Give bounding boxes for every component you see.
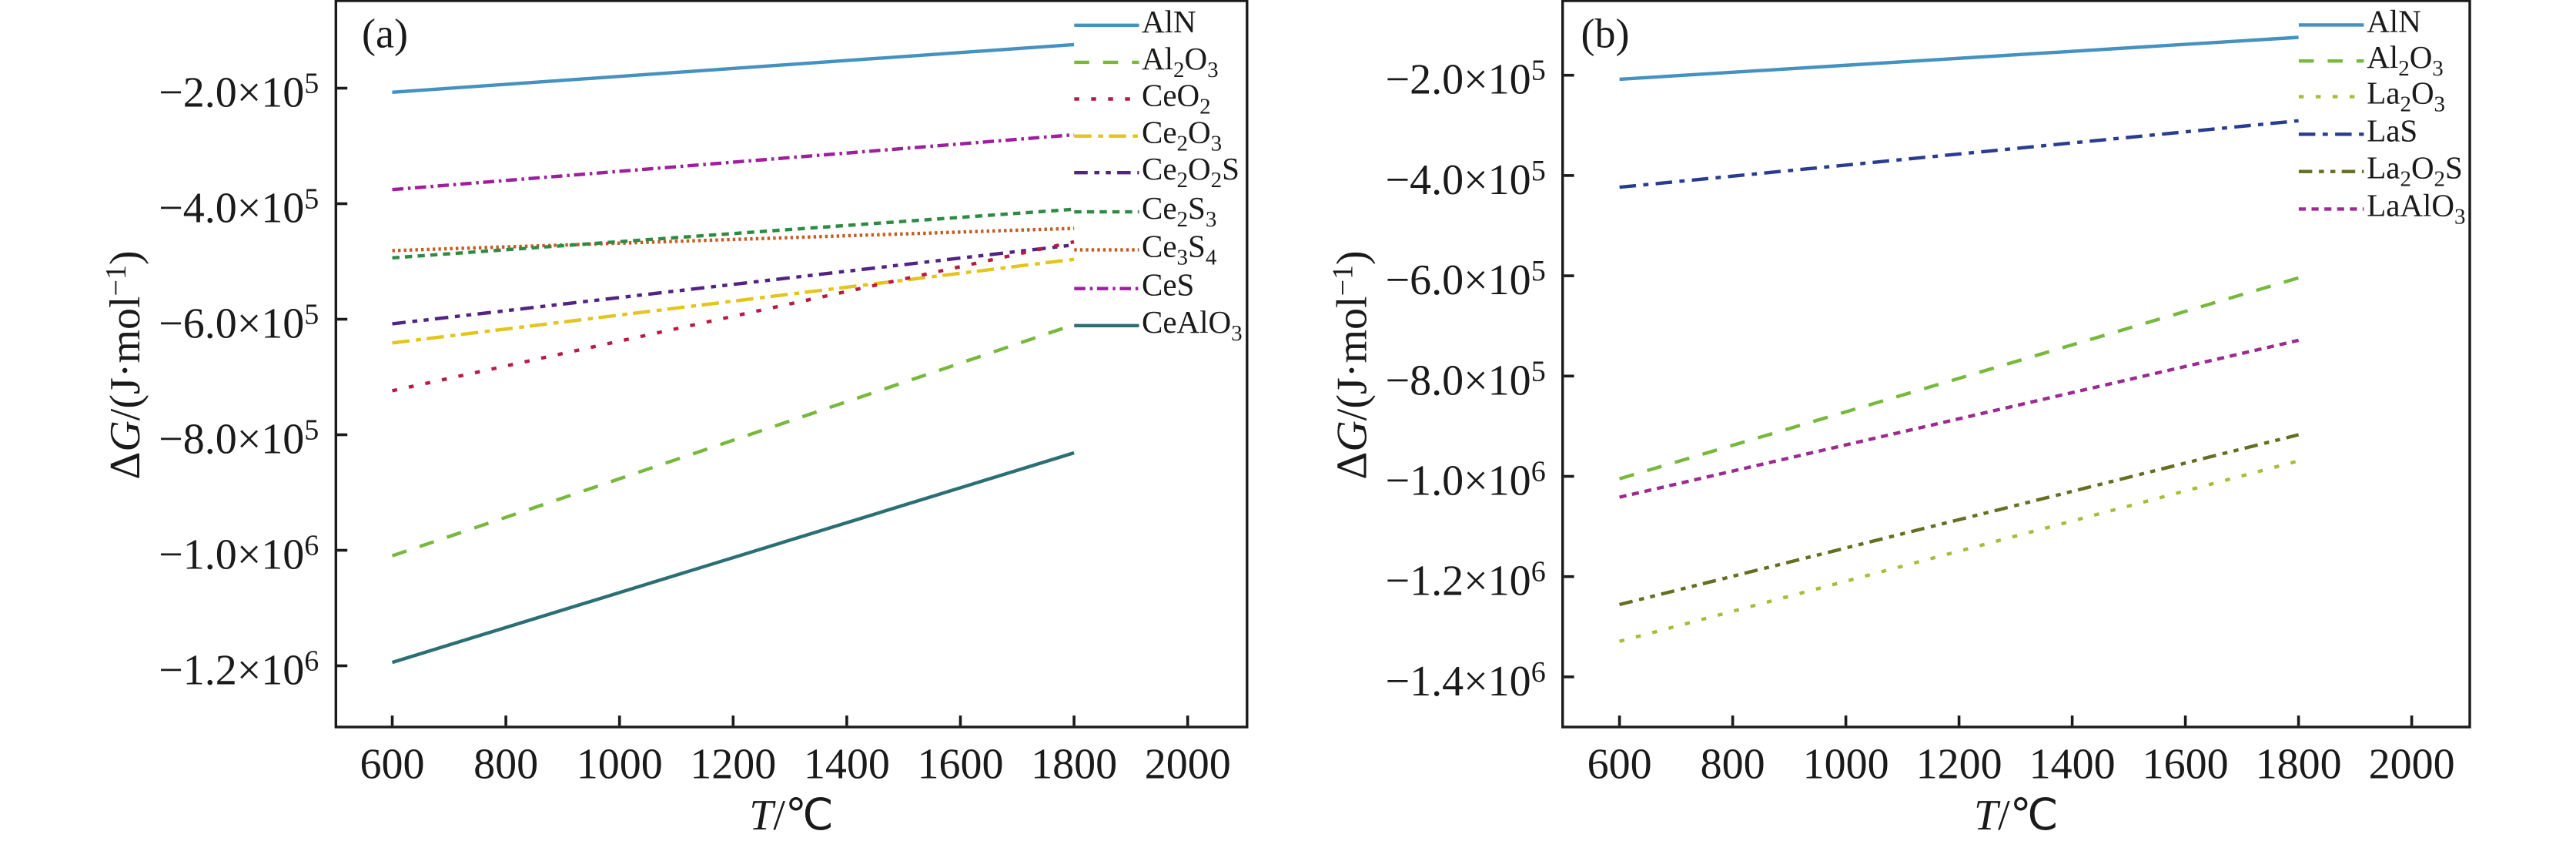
svg-text:Ce2S3: Ce2S3: [1142, 190, 1216, 232]
svg-text:T/℃: T/℃: [749, 792, 834, 839]
svg-text:(a): (a): [362, 10, 408, 56]
svg-text:CeAlO3: CeAlO3: [1142, 304, 1243, 346]
svg-text:−8.0×105: −8.0×105: [159, 414, 319, 464]
svg-text:1600: 1600: [2143, 741, 2229, 789]
svg-text:−1.4×106: −1.4×106: [1386, 656, 1546, 705]
svg-text:1400: 1400: [2029, 741, 2116, 789]
svg-text:−1.2×106: −1.2×106: [159, 645, 319, 695]
svg-text:LaS: LaS: [2367, 112, 2417, 148]
svg-text:T/℃: T/℃: [1974, 792, 2059, 839]
svg-text:−6.0×105: −6.0×105: [1386, 255, 1546, 304]
svg-text:800: 800: [473, 741, 538, 789]
svg-text:−8.0×105: −8.0×105: [1386, 355, 1546, 404]
svg-text:La2O2S: La2O2S: [2367, 150, 2463, 192]
svg-text:600: 600: [1587, 741, 1652, 789]
svg-text:Ce2O3: Ce2O3: [1142, 115, 1222, 156]
svg-text:1400: 1400: [804, 741, 890, 789]
svg-text:1800: 1800: [2256, 741, 2342, 789]
svg-text:2000: 2000: [2369, 741, 2455, 789]
svg-text:1800: 1800: [1031, 741, 1117, 789]
svg-text:CeO2: CeO2: [1142, 78, 1211, 119]
svg-text:CeS: CeS: [1142, 267, 1194, 303]
svg-text:2000: 2000: [1145, 741, 1231, 789]
svg-text:Ce3S4: Ce3S4: [1142, 228, 1217, 270]
svg-text:ΔG/(J·mol−1): ΔG/(J·mol−1): [100, 250, 149, 479]
svg-text:−2.0×105: −2.0×105: [1386, 55, 1546, 104]
svg-text:600: 600: [360, 741, 425, 789]
svg-text:800: 800: [1701, 741, 1765, 789]
svg-text:AlN: AlN: [2367, 3, 2421, 39]
svg-text:LaAlO3: LaAlO3: [2367, 187, 2465, 229]
svg-text:Al2O3: Al2O3: [1142, 41, 1219, 82]
svg-text:−1.0×106: −1.0×106: [1386, 456, 1546, 505]
svg-text:−1.2×106: −1.2×106: [1386, 556, 1546, 605]
svg-text:−4.0×105: −4.0×105: [1386, 155, 1546, 204]
svg-text:−1.0×106: −1.0×106: [159, 530, 319, 579]
svg-text:AlN: AlN: [1142, 4, 1196, 39]
svg-text:1200: 1200: [690, 741, 776, 789]
svg-text:(b): (b): [1581, 10, 1630, 56]
svg-text:Ce2O2S: Ce2O2S: [1142, 151, 1239, 193]
svg-text:La2O3: La2O3: [2367, 75, 2445, 117]
svg-text:1000: 1000: [577, 741, 663, 789]
svg-text:−2.0×105: −2.0×105: [159, 68, 319, 117]
svg-text:1000: 1000: [1803, 741, 1889, 789]
svg-text:−6.0×105: −6.0×105: [159, 299, 319, 348]
svg-text:Al2O3: Al2O3: [2367, 39, 2444, 81]
svg-text:1600: 1600: [918, 741, 1004, 789]
svg-text:1200: 1200: [1916, 741, 2002, 789]
svg-text:−4.0×105: −4.0×105: [159, 183, 319, 233]
